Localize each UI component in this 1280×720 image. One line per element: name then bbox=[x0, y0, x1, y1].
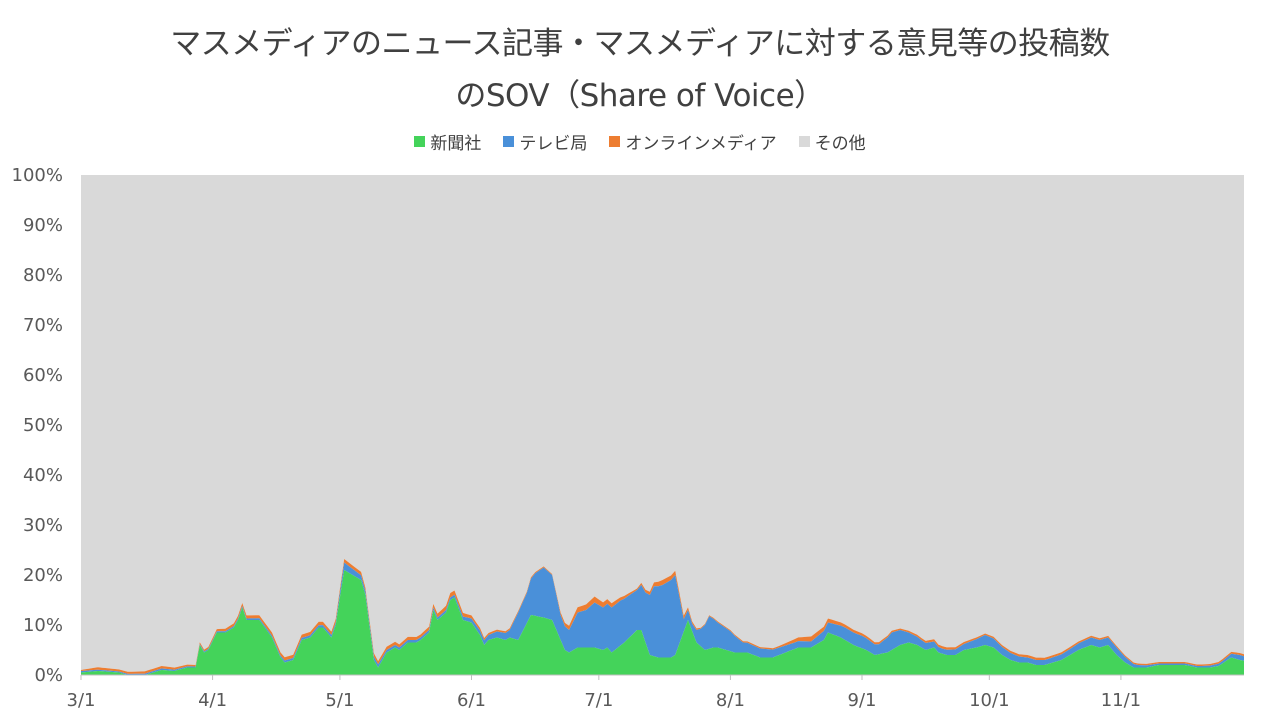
legend-label-other: その他 bbox=[814, 134, 866, 154]
y-tick-label: 20% bbox=[23, 565, 63, 586]
legend-item-newspaper: 新聞社 bbox=[414, 129, 481, 154]
x-tick-label: 9/1 bbox=[848, 690, 877, 711]
legend: 新聞社 テレビ局 オンラインメディア その他 bbox=[0, 129, 1280, 154]
x-tick-label: 10/1 bbox=[969, 690, 1009, 711]
area-online bbox=[81, 559, 1244, 674]
chart-title-line2: のSOV（Share of Voice） bbox=[455, 78, 825, 114]
x-tick-label: 5/1 bbox=[325, 690, 354, 711]
legend-label-tv: テレビ局 bbox=[519, 134, 588, 154]
legend-item-online: オンラインメディア bbox=[609, 129, 777, 154]
x-tick-label: 6/1 bbox=[457, 690, 486, 711]
y-tick-label: 0% bbox=[34, 665, 63, 686]
legend-item-other: その他 bbox=[798, 129, 866, 154]
legend-label-online: オンラインメディア bbox=[625, 134, 777, 154]
x-tick-label: 8/1 bbox=[716, 690, 745, 711]
legend-swatch-online bbox=[609, 136, 621, 147]
x-tick-label: 3/1 bbox=[67, 690, 96, 711]
area-tv bbox=[81, 562, 1244, 675]
y-tick-label: 60% bbox=[23, 365, 63, 386]
area-other bbox=[81, 175, 1244, 672]
legend-swatch-tv bbox=[503, 136, 515, 147]
x-tick-label: 11/1 bbox=[1101, 690, 1141, 711]
legend-swatch-newspaper bbox=[414, 136, 426, 147]
y-tick-label: 100% bbox=[12, 165, 63, 186]
legend-swatch-other bbox=[798, 136, 810, 147]
y-tick-label: 30% bbox=[23, 515, 63, 536]
y-tick-label: 90% bbox=[23, 215, 63, 236]
y-tick-label: 50% bbox=[23, 415, 63, 436]
legend-label-newspaper: 新聞社 bbox=[430, 134, 482, 154]
y-tick-label: 80% bbox=[23, 265, 63, 286]
area-newspaper bbox=[81, 570, 1244, 675]
x-tick-label: 4/1 bbox=[198, 690, 227, 711]
y-tick-label: 10% bbox=[23, 615, 63, 636]
y-tick-label: 40% bbox=[23, 465, 63, 486]
legend-item-tv: テレビ局 bbox=[503, 129, 587, 154]
x-tick-label: 7/1 bbox=[584, 690, 613, 711]
y-tick-label: 70% bbox=[23, 315, 63, 336]
chart-title-line1: マスメディアのニュース記事・マスメディアに対する意見等の投稿数 bbox=[170, 26, 1110, 62]
